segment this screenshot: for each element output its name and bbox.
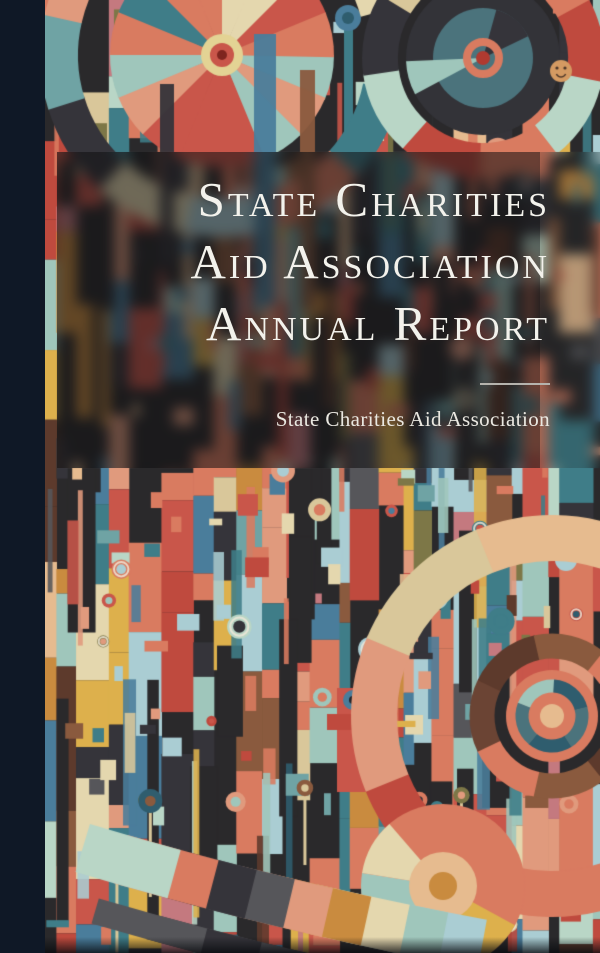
title-panel bbox=[57, 152, 540, 468]
title-divider bbox=[480, 383, 550, 385]
author-name: State Charities Aid Association bbox=[275, 407, 550, 431]
title-line-1: State Charities bbox=[197, 172, 550, 227]
title-panel-right-fade bbox=[540, 152, 600, 468]
title-line-2: Aid Association bbox=[190, 234, 550, 289]
book-spine bbox=[0, 0, 45, 953]
title-line-3: Annual Report bbox=[206, 296, 550, 351]
bottom-edge-shadow bbox=[45, 937, 600, 953]
book-title: State Charities Aid Association Annual R… bbox=[190, 169, 550, 355]
